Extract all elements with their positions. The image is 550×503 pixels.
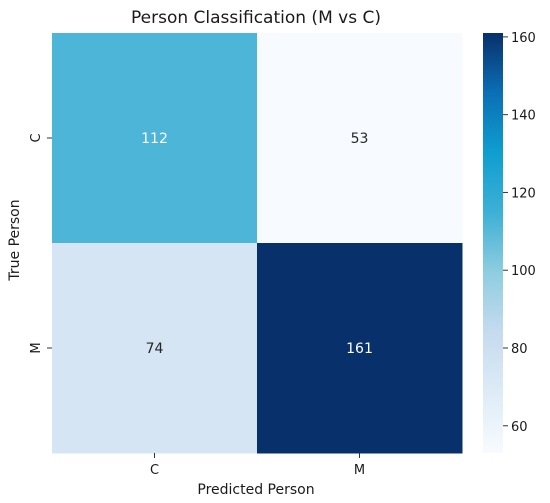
- y-axis-ticks: CM: [29, 133, 52, 354]
- colorbar-tick-label: 60: [511, 420, 528, 435]
- heatmap-cell: [52, 33, 258, 244]
- y-axis-label: True Person: [7, 199, 23, 281]
- colorbar-tick-label: 160: [511, 31, 536, 46]
- cell-value-label: 74: [146, 341, 164, 357]
- x-tick-label: C: [150, 463, 159, 478]
- x-axis-label: Predicted Person: [197, 482, 314, 498]
- colorbar-tick-label: 140: [511, 109, 536, 124]
- cell-value-label: 112: [141, 131, 168, 147]
- heatmap-cells: [52, 33, 463, 454]
- heatmap-cell: [257, 33, 463, 244]
- chart-title: Person Classification (M vs C): [131, 8, 381, 28]
- colorbar-tick-label: 80: [511, 342, 528, 357]
- cell-annotations: 112 53 74 161: [141, 131, 373, 357]
- colorbar-tick-label: 120: [511, 186, 536, 201]
- y-tick-label: M: [29, 342, 44, 353]
- colorbar-tick-label: 100: [511, 264, 536, 279]
- x-tick-label: M: [354, 463, 365, 478]
- colorbar-ticks: 60 80 100 120 140 160: [503, 31, 536, 435]
- colorbar: [483, 33, 503, 453]
- heatmap-cell: [52, 243, 258, 454]
- cell-value-label: 161: [346, 341, 373, 357]
- heatmap-cell: [257, 243, 463, 454]
- cell-value-label: 53: [351, 131, 369, 147]
- y-tick-label: C: [29, 133, 44, 142]
